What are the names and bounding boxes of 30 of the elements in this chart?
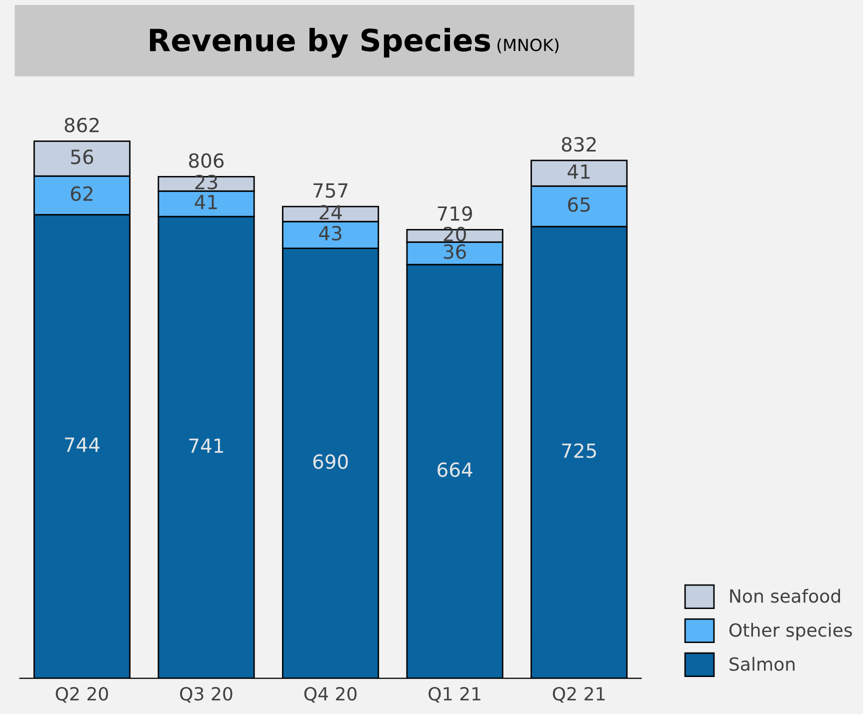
total-label: 806 [189,153,224,168]
legend-label: Salmon [730,656,794,671]
total-label: 719 [438,206,472,221]
data-label: 23 [195,174,218,190]
data-label: 725 [562,443,596,458]
data-label: 664 [438,462,472,478]
x-tick-label: Q3 20 [180,686,232,703]
data-label: 56 [71,150,94,164]
data-label: 36 [444,244,466,259]
data-label: 741 [189,438,224,453]
data-label: 24 [320,205,342,220]
data-label: 744 [65,438,100,452]
data-label: 65 [568,197,590,212]
data-label: 41 [194,194,217,210]
chart-subtitle: (MNOK) [497,38,559,54]
data-label: 43 [319,226,342,241]
data-label: 20 [444,226,466,242]
data-label: 41 [568,164,590,179]
x-tick-label: Q4 20 [304,686,357,703]
chart-title: Revenue by Species [150,28,490,58]
total-label: 757 [314,183,348,198]
total-label: 862 [64,118,99,132]
data-label: 62 [70,186,92,202]
x-tick-label: Q2 20 [56,686,108,703]
data-label: 690 [313,454,348,469]
legend-label: Other species [729,622,852,640]
x-tick-label: Q2 21 [552,686,605,703]
x-tick-label: Q1 21 [428,686,480,703]
legend-label: Non seafood [730,588,840,603]
total-label: 832 [562,137,596,152]
